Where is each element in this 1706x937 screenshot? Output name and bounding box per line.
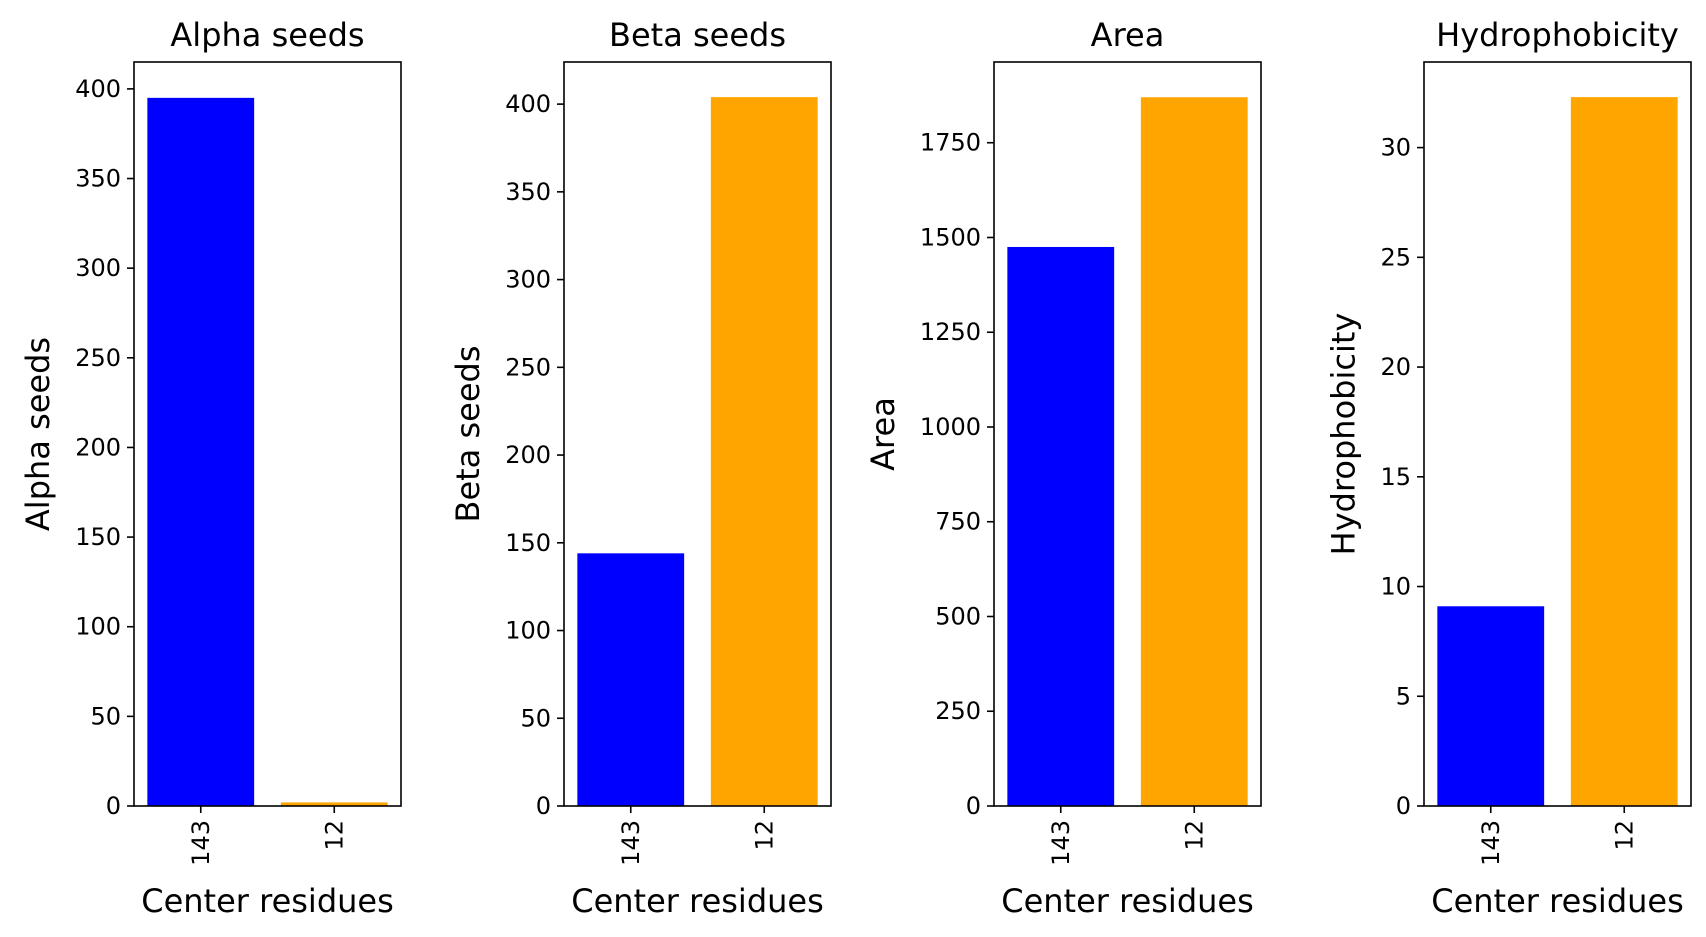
- y-tick-label: 50: [520, 704, 551, 732]
- bar-143: [147, 97, 255, 807]
- y-tick-label: 250: [505, 353, 551, 381]
- y-tick-label: 25: [1380, 243, 1411, 271]
- y-tick-label: 20: [1380, 353, 1411, 381]
- bar-12: [1140, 97, 1248, 806]
- x-tick-label: 143: [1477, 820, 1505, 866]
- x-tick-label: 143: [617, 820, 645, 866]
- x-axis-label: Center residues: [1001, 882, 1254, 920]
- bar-143: [1437, 606, 1545, 806]
- y-axis-label: Alpha seeds: [19, 337, 57, 531]
- y-tick-label: 50: [90, 702, 121, 730]
- chart-title: Area: [1091, 16, 1165, 54]
- x-axis-label: Center residues: [571, 882, 824, 920]
- y-tick-label: 5: [1396, 682, 1411, 710]
- y-tick-label: 750: [935, 508, 981, 536]
- y-tick-label: 15: [1380, 463, 1411, 491]
- axes-frame: [133, 61, 402, 807]
- y-tick-label: 1000: [920, 413, 981, 441]
- y-tick-label: 0: [966, 792, 981, 820]
- axes-frame: [1423, 61, 1692, 807]
- x-tick-label: 12: [1610, 820, 1638, 851]
- axes-frame: [993, 61, 1262, 807]
- y-tick-label: 30: [1380, 134, 1411, 162]
- y-tick-label: 200: [505, 441, 551, 469]
- y-tick-label: 400: [75, 75, 121, 103]
- x-axis-label: Center residues: [1431, 882, 1684, 920]
- x-tick-label: 12: [320, 820, 348, 851]
- bar-12: [280, 802, 388, 806]
- chart-panel-2: 0 50 100 150 200 250 300 350 400 143 12 Beta seeds C…: [449, 16, 832, 920]
- y-tick-label: 250: [75, 344, 121, 372]
- y-tick-label: 150: [75, 523, 121, 551]
- y-tick-label: 300: [505, 266, 551, 294]
- bar-12: [710, 97, 818, 806]
- bar-12: [1570, 97, 1678, 806]
- y-tick-label: 350: [75, 165, 121, 193]
- y-tick-label: 300: [75, 254, 121, 282]
- y-tick-label: 10: [1380, 573, 1411, 601]
- chart-title: Hydrophobicity: [1436, 16, 1679, 54]
- bar-143: [1007, 246, 1115, 807]
- chart-title: Alpha seeds: [170, 16, 364, 54]
- y-tick-label: 0: [106, 792, 121, 820]
- y-tick-label: 1500: [920, 223, 981, 251]
- chart-panel-3: 0 250 500 750 1000 1250 1500 1750 143 12 Area Cente…: [864, 16, 1262, 920]
- y-tick-label: 1250: [920, 318, 981, 346]
- y-tick-label: 350: [505, 178, 551, 206]
- bar-143: [577, 553, 685, 806]
- y-tick-label: 0: [536, 792, 551, 820]
- y-tick-label: 100: [505, 617, 551, 645]
- y-tick-label: 400: [505, 90, 551, 118]
- y-axis-label: Hydrophobicity: [1324, 313, 1362, 556]
- chart-panel-1: 0 50 100 150 200 250 300 350 400 143 12 Alpha seeds…: [19, 16, 402, 920]
- x-tick-label: 143: [187, 820, 215, 866]
- y-tick-label: 250: [935, 697, 981, 725]
- y-tick-label: 150: [505, 529, 551, 557]
- y-tick-label: 500: [935, 602, 981, 630]
- chart-panel-4: 0 5 10 15 20 25 30 143 12 Hydrophobicity Center re…: [1324, 16, 1692, 920]
- x-axis-label: Center residues: [141, 882, 394, 920]
- y-axis-label: Beta seeds: [449, 345, 487, 522]
- x-tick-label: 143: [1047, 820, 1075, 866]
- y-tick-label: 100: [75, 613, 121, 641]
- y-tick-label: 200: [75, 433, 121, 461]
- y-tick-label: 0: [1396, 792, 1411, 820]
- axes-frame: [563, 61, 832, 807]
- y-axis-label: Area: [864, 397, 902, 471]
- x-tick-label: 12: [1180, 820, 1208, 851]
- chart-title: Beta seeds: [609, 16, 786, 54]
- y-tick-label: 1750: [920, 129, 981, 157]
- x-tick-label: 12: [750, 820, 778, 851]
